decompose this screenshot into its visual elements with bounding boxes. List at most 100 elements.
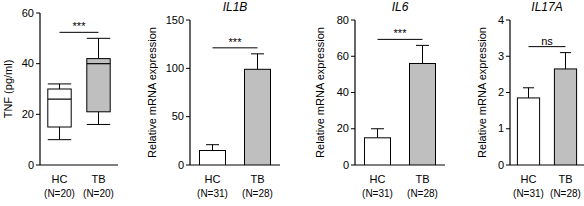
bar (410, 64, 436, 166)
y-tick-label: 2 (498, 86, 504, 98)
y-tick (36, 165, 40, 166)
y-tick-label: 150 (166, 14, 184, 26)
y-axis-label: Relative mRNA expression (314, 27, 326, 158)
bar (517, 98, 539, 165)
box (48, 89, 71, 127)
x-tick-label: TB (558, 173, 572, 185)
bar (200, 151, 226, 166)
x-tick-label: HC (521, 173, 537, 185)
y-tick (506, 92, 510, 93)
error-bar (257, 54, 258, 69)
y-tick-label: 50 (172, 110, 184, 122)
y-tick-label: 0 (343, 159, 349, 171)
y-tick (36, 63, 40, 64)
title: IL6 (392, 0, 409, 14)
error-bar (212, 145, 213, 151)
error-bar (422, 45, 423, 63)
x-tick-label: TB (415, 173, 429, 185)
y-tick (506, 56, 510, 57)
y-tick-label: 100 (166, 62, 184, 74)
significance-label: *** (229, 36, 243, 48)
y-axis-label: Relative mRNA expression (476, 27, 488, 158)
y-tick (506, 165, 510, 166)
sample-size: (N=31) (513, 188, 544, 199)
y-tick (351, 56, 355, 57)
y-tick-label: 0 (498, 159, 504, 171)
y-tick-label: 80 (337, 14, 349, 26)
bar (365, 138, 391, 165)
panel: 01234Relative mRNA expressionIL17AHC(N=3… (476, 0, 584, 199)
sample-size: (N=31) (197, 188, 228, 199)
y-tick (186, 20, 190, 21)
marks (365, 45, 436, 165)
title: IL17A (531, 0, 562, 14)
marks (200, 54, 271, 165)
error-cap (523, 87, 534, 88)
error-cap (560, 52, 571, 53)
y-tick-label: 40 (337, 86, 349, 98)
error-bar (565, 53, 566, 69)
y-axis-label: TNF (pg/ml) (2, 60, 14, 119)
panel: 0 20 40 60 80 Relative mRNA expression IL6 HC (N… (314, 0, 445, 199)
whisker-upper (59, 84, 60, 89)
significance-label: *** (394, 27, 408, 39)
whisker-lower (59, 127, 60, 140)
panel: 0204060TNF (pg/ml)HC(N=20)TB(N=20)*** (2, 7, 118, 200)
y-tick (351, 165, 355, 166)
y-tick (506, 128, 510, 129)
panel: 0 50 100 150 Relative mRNA expression IL1B HC (… (146, 0, 280, 199)
significance-label: *** (73, 20, 87, 32)
x-tick-label: HC (205, 173, 221, 185)
y-tick (351, 20, 355, 21)
y-tick-label: 0 (28, 159, 34, 171)
y-axis (39, 13, 40, 165)
y-tick-label: 40 (22, 57, 34, 69)
x-tick-label: TB (250, 173, 264, 185)
sample-size: (N=31) (362, 188, 393, 199)
y-tick-label: 1 (498, 122, 504, 134)
y-tick (186, 68, 190, 69)
y-tick-label: 20 (337, 122, 349, 134)
x-tick-label: TB (91, 173, 105, 185)
marks (517, 53, 576, 165)
figure: 0204060TNF (pg/ml)HC(N=20)TB(N=20)***050… (0, 0, 584, 206)
y-tick-label: 60 (22, 7, 34, 19)
title: IL1B (223, 0, 248, 14)
y-tick (186, 116, 190, 117)
sample-size: (N=28) (242, 188, 273, 199)
y-axis (189, 20, 190, 165)
y-tick-label: 60 (337, 50, 349, 62)
y-tick-label: 20 (22, 108, 34, 120)
marks (48, 38, 110, 139)
whisker-cap (87, 38, 110, 39)
sample-size: (N=28) (407, 188, 438, 199)
y-tick (186, 165, 190, 166)
median (87, 63, 110, 64)
y-tick-label: 0 (178, 159, 184, 171)
error-cap (416, 45, 429, 46)
median (48, 99, 71, 100)
x-axis (40, 164, 118, 165)
y-tick-label: 4 (498, 14, 504, 26)
error-bar (528, 88, 529, 98)
y-tick (36, 13, 40, 14)
y-tick (351, 92, 355, 93)
x-tick-label: HC (52, 173, 68, 185)
whisker-cap (87, 124, 110, 125)
sample-size: (N=20) (44, 188, 75, 199)
error-cap (251, 53, 264, 54)
box (87, 59, 110, 112)
whisker-upper (98, 38, 99, 58)
y-axis-label: Relative mRNA expression (146, 27, 158, 158)
whisker-cap (48, 83, 71, 84)
whisker-cap (48, 139, 71, 140)
bar (554, 69, 576, 165)
sample-size: (N=28) (550, 188, 581, 199)
y-tick (506, 20, 510, 21)
error-cap (206, 144, 219, 145)
whisker-lower (98, 112, 99, 125)
error-bar (377, 129, 378, 138)
bar (245, 69, 271, 165)
error-cap (371, 128, 384, 129)
x-tick-label: HC (370, 173, 386, 185)
